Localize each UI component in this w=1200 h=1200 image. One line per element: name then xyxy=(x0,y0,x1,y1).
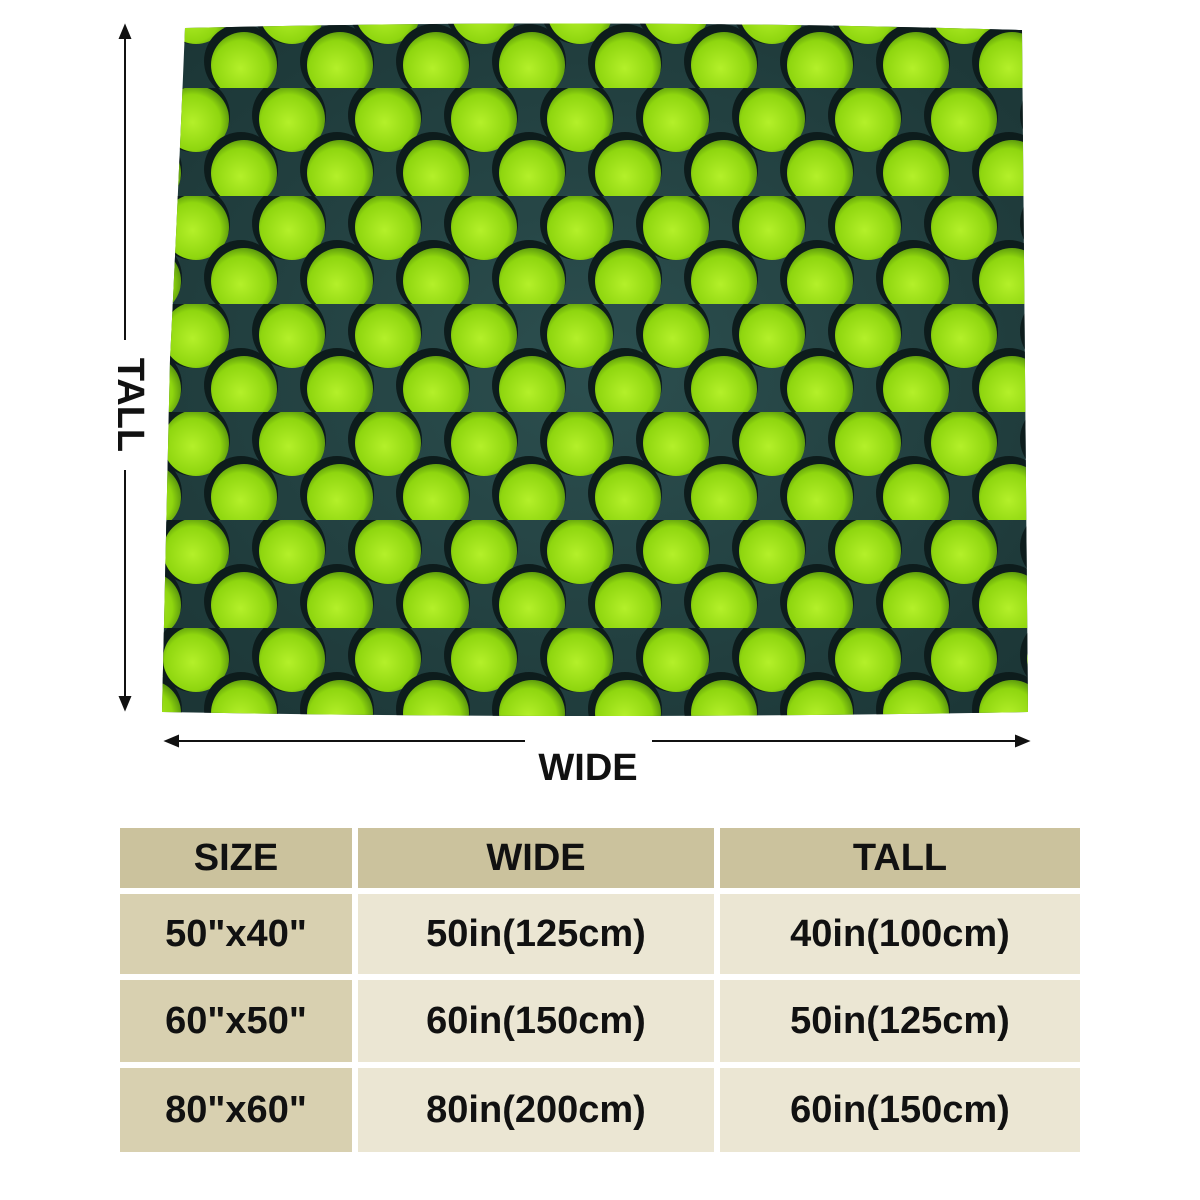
header-text: TALL xyxy=(853,837,947,879)
cell-text: 80"x60" xyxy=(165,1089,307,1131)
header-cell xyxy=(120,828,352,888)
cell-text: 80in(200cm) xyxy=(426,1089,646,1131)
table-cell xyxy=(120,894,352,974)
cell-text: 60"x50" xyxy=(165,1000,307,1042)
header-text: WIDE xyxy=(486,837,585,879)
header-cell xyxy=(720,828,1080,888)
table-cell xyxy=(720,1068,1080,1152)
cell-text: 60in(150cm) xyxy=(426,1000,646,1042)
cell-text: 40in(100cm) xyxy=(790,913,1010,955)
tall-label: TALL xyxy=(109,358,151,452)
table-cell xyxy=(120,1068,352,1152)
cell-text: 60in(150cm) xyxy=(790,1089,1010,1131)
table-cell xyxy=(358,980,714,1062)
wide-arrow xyxy=(163,734,1031,748)
size-table: SIZE WIDE TALL 50"x40" 50in(125cm) 40in(100cm… xyxy=(120,828,1080,1152)
wide-label: WIDE xyxy=(538,747,637,789)
tall-arrow xyxy=(118,23,132,712)
table-cell xyxy=(358,1068,714,1152)
blanket xyxy=(162,23,1028,717)
header-text: SIZE xyxy=(194,837,278,879)
table-cell xyxy=(720,894,1080,974)
table-cell xyxy=(720,980,1080,1062)
header-cell xyxy=(358,828,714,888)
cell-text: 50in(125cm) xyxy=(426,913,646,955)
cell-text: 50"x40" xyxy=(165,913,307,955)
cell-text: 50in(125cm) xyxy=(790,1000,1010,1042)
table-cell xyxy=(358,894,714,974)
table-cell xyxy=(120,980,352,1062)
